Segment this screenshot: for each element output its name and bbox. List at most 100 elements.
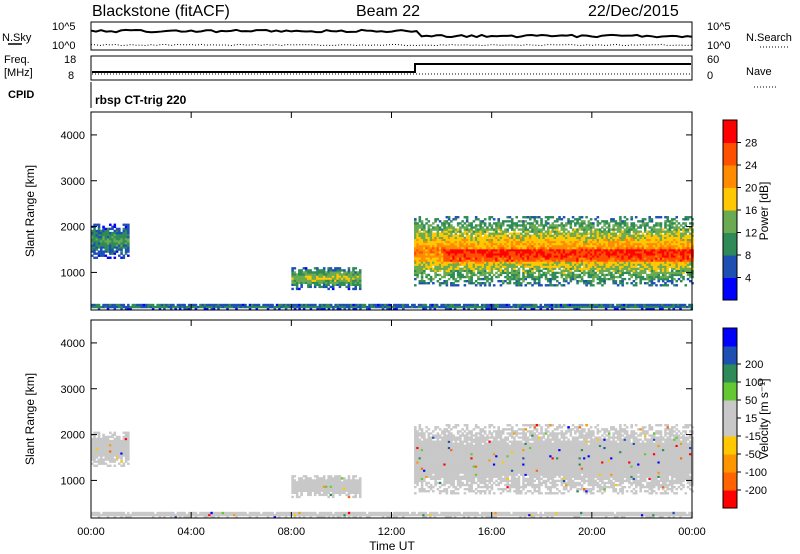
power-cell xyxy=(589,218,593,221)
power-cell xyxy=(432,242,435,246)
power-cell xyxy=(486,230,489,233)
velocity-cell xyxy=(307,477,310,480)
power-cell xyxy=(418,234,422,237)
power-cell xyxy=(450,257,453,260)
power-cell xyxy=(282,305,286,309)
power-cell xyxy=(688,251,692,254)
power-cell xyxy=(650,267,654,270)
power-cell xyxy=(158,305,162,309)
velocity-cell xyxy=(338,483,342,486)
power-cell xyxy=(416,257,419,260)
power-cell xyxy=(549,284,552,287)
power-cell xyxy=(620,305,624,309)
power-cell xyxy=(682,259,685,262)
power-cell xyxy=(666,220,670,223)
power-cell xyxy=(562,246,566,250)
power-cell xyxy=(664,267,667,270)
power-cell xyxy=(544,257,548,260)
power-cell xyxy=(461,273,464,277)
power-cell xyxy=(363,305,367,309)
power-cell xyxy=(641,236,645,240)
power-cell xyxy=(623,234,627,237)
power-cell xyxy=(302,275,306,278)
power-cell xyxy=(652,259,656,262)
power-cell xyxy=(659,222,663,225)
power-cell xyxy=(628,253,631,256)
power-cell xyxy=(349,281,353,284)
velocity-cell xyxy=(320,487,324,490)
power-cell xyxy=(495,275,498,279)
power-cell xyxy=(481,282,485,285)
power-cell xyxy=(628,255,631,258)
power-cell xyxy=(438,269,442,273)
power-cell xyxy=(433,307,437,311)
velocity-cell xyxy=(318,493,321,497)
power-cell xyxy=(582,305,585,309)
power-cell xyxy=(341,305,344,309)
power-cell xyxy=(418,246,422,250)
power-cell xyxy=(399,305,403,309)
power-cell xyxy=(124,250,128,253)
power-cell xyxy=(625,253,629,256)
power-cell xyxy=(612,253,615,256)
power-cell xyxy=(423,230,426,233)
velocity-cell xyxy=(118,448,121,451)
power-cell xyxy=(120,303,123,307)
power-cell xyxy=(474,273,478,277)
power-cell xyxy=(686,240,690,244)
power-cell xyxy=(601,240,604,244)
power-cell xyxy=(574,242,577,246)
power-cell xyxy=(456,255,460,258)
power-cell xyxy=(443,273,446,277)
power-cell xyxy=(668,222,672,225)
power-cell xyxy=(492,238,496,242)
power-cell xyxy=(118,229,121,233)
power-cell xyxy=(495,244,498,248)
velocity-cell xyxy=(322,489,326,492)
colorbar-swatch xyxy=(723,142,737,166)
power-cell xyxy=(97,244,101,247)
velocity-cell xyxy=(106,439,110,443)
power-cell xyxy=(598,303,601,307)
power-cell xyxy=(619,242,622,246)
power-cell xyxy=(325,275,328,278)
power-cell xyxy=(639,253,642,256)
power-cell xyxy=(679,246,683,250)
power-cell xyxy=(316,283,319,287)
power-cell xyxy=(657,228,660,231)
power-cell xyxy=(427,259,431,262)
power-cell xyxy=(465,226,469,229)
power-cell xyxy=(470,232,473,235)
power-cell xyxy=(664,275,667,279)
power-cell xyxy=(93,235,96,239)
power-cell xyxy=(657,249,660,252)
power-cell xyxy=(668,271,672,275)
power-cell xyxy=(565,253,568,256)
velocity-cell xyxy=(109,446,112,449)
power-cell xyxy=(576,220,579,223)
power-cell xyxy=(501,265,505,268)
power-cell xyxy=(643,246,647,250)
power-cell xyxy=(423,224,426,227)
power-cell xyxy=(528,224,532,227)
power-cell xyxy=(418,251,422,254)
velocity-cell xyxy=(316,487,319,490)
power-cell xyxy=(524,232,528,235)
power-cell xyxy=(361,305,365,309)
power-cell xyxy=(358,285,362,289)
power-cell xyxy=(495,240,498,244)
power-cell xyxy=(104,244,108,247)
power-cell xyxy=(129,307,132,311)
power-cell xyxy=(526,253,530,256)
velocity-cell xyxy=(127,431,130,434)
power-cell xyxy=(438,265,442,268)
power-cell xyxy=(569,275,573,279)
power-cell xyxy=(614,224,618,227)
power-cell xyxy=(533,218,537,221)
velocity-cell xyxy=(106,452,110,455)
power-cell xyxy=(540,236,543,240)
power-cell xyxy=(507,303,511,307)
power-cell xyxy=(542,273,546,277)
power-cell xyxy=(598,244,602,248)
power-cell xyxy=(607,249,611,252)
